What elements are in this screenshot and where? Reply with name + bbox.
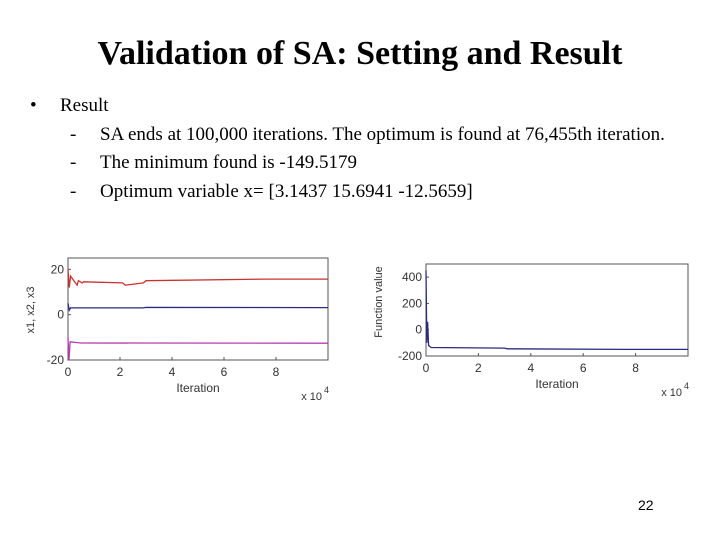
x-tick-label: 4 — [169, 365, 176, 379]
y-tick-label: 0 — [57, 308, 64, 322]
result-item-text: Optimum variable x= [3.1437 15.6941 -12.… — [100, 181, 473, 202]
x-axis-label: Iteration — [535, 377, 578, 391]
x-tick-label: 8 — [632, 361, 639, 375]
page-number: 22 — [638, 497, 654, 513]
bullet-result: • Result — [30, 94, 109, 118]
x-tick-label: 0 — [65, 365, 72, 379]
dash-icon: - — [70, 152, 77, 173]
result-item-minimum: - The minimum found is -149.5179 — [70, 151, 357, 175]
x-tick-label: 2 — [117, 365, 124, 379]
x-axis-label: Iteration — [176, 381, 219, 395]
series-line — [67, 269, 328, 288]
series-line — [67, 337, 329, 361]
result-item-iterations: - SA ends at 100,000 iterations. The opti… — [70, 123, 665, 147]
result-item-text: The minimum found is -149.5179 — [100, 152, 358, 173]
x-tick-label: 4 — [527, 361, 534, 375]
x-multiplier-label: x 10 — [661, 387, 682, 399]
y-tick-label: 0 — [415, 323, 422, 337]
x-tick-label: 6 — [221, 365, 228, 379]
slide-title: Validation of SA: Setting and Result — [97, 35, 623, 72]
series-line — [425, 270, 688, 351]
result-item-optimum-variable: - Optimum variable x= [3.1437 15.6941 -12… — [70, 180, 473, 204]
plot-frame — [67, 257, 329, 361]
x-tick-label: 8 — [273, 365, 280, 379]
plot-frame — [425, 263, 689, 357]
y-axis-label: x1, x2, x3 — [25, 286, 37, 333]
x-multiplier-exponent: 4 — [684, 381, 689, 391]
y-tick-label: 200 — [402, 296, 422, 310]
result-item-text: SA ends at 100,000 iterations. The optim… — [100, 124, 665, 145]
y-tick-label: -200 — [398, 349, 422, 363]
x-tick-label: 2 — [475, 361, 482, 375]
x-multiplier-label: x 10 — [301, 391, 322, 403]
x-tick-label: 0 — [423, 361, 430, 375]
x-tick-label: 6 — [580, 361, 587, 375]
y-tick-label: 20 — [51, 262, 65, 276]
dash-icon: - — [70, 181, 77, 202]
y-tick-label: 400 — [402, 270, 422, 284]
x-multiplier-exponent: 4 — [324, 385, 329, 395]
bullet-label: Result — [60, 95, 109, 116]
y-axis-label: Function value — [373, 266, 385, 338]
series-line — [67, 303, 329, 312]
y-tick-label: -20 — [47, 353, 65, 367]
dash-icon: - — [70, 124, 77, 145]
bullet-icon: • — [30, 95, 37, 116]
